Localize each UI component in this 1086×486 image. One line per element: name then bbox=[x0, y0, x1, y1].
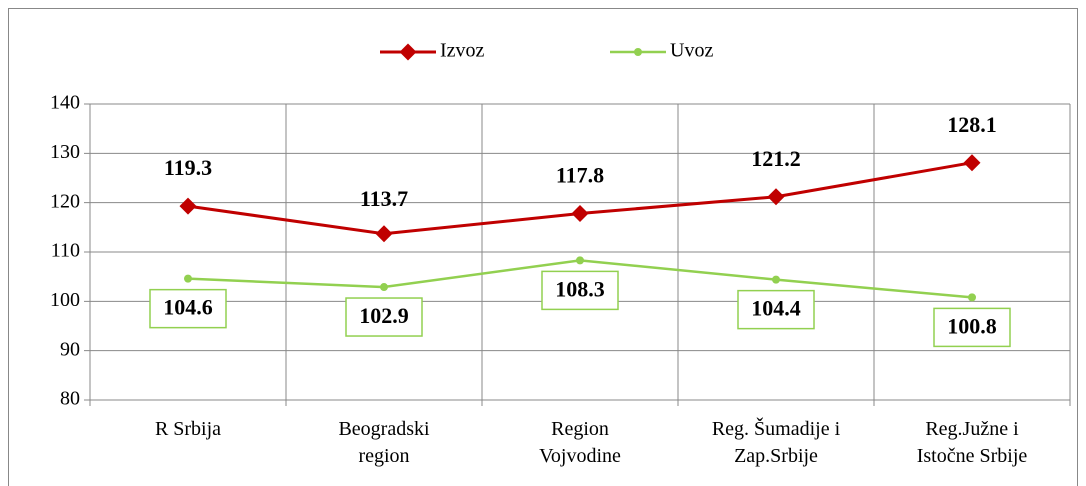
data-label: 102.9 bbox=[359, 303, 409, 328]
legend-label: Izvoz bbox=[440, 40, 485, 62]
data-label: 113.7 bbox=[360, 186, 408, 211]
marker bbox=[767, 188, 785, 206]
marker bbox=[772, 275, 780, 284]
x-tick-label: R Srbija bbox=[155, 418, 221, 440]
y-tick-label: 120 bbox=[50, 190, 80, 212]
y-tick-label: 110 bbox=[51, 240, 80, 262]
x-tick-label: Region Vojvodine bbox=[539, 418, 621, 467]
data-label: 128.1 bbox=[947, 112, 997, 137]
y-tick-label: 80 bbox=[60, 388, 80, 410]
data-label: 121.2 bbox=[751, 146, 801, 171]
data-label-box bbox=[345, 297, 423, 337]
x-tick-label: Beogradski region bbox=[338, 418, 430, 467]
y-tick-label: 130 bbox=[50, 141, 80, 163]
data-label-box bbox=[933, 307, 1011, 348]
marker bbox=[380, 283, 388, 292]
data-label-box bbox=[737, 289, 815, 330]
marker bbox=[968, 293, 976, 302]
y-tick-label: 100 bbox=[50, 289, 80, 311]
data-label: 104.6 bbox=[163, 295, 213, 320]
marker bbox=[184, 274, 192, 283]
data-label: 117.8 bbox=[556, 163, 604, 188]
data-label-box bbox=[149, 288, 227, 329]
marker bbox=[571, 205, 589, 223]
marker bbox=[576, 256, 584, 265]
chart-border bbox=[8, 8, 1078, 486]
data-label-box bbox=[541, 270, 619, 311]
data-label: 119.3 bbox=[164, 155, 212, 180]
data-label: 108.3 bbox=[555, 276, 605, 301]
x-tick-label: Reg. Šumadije i Zap.Srbije bbox=[712, 416, 841, 467]
y-tick-label: 90 bbox=[60, 338, 80, 360]
marker bbox=[375, 225, 393, 243]
legend-marker bbox=[399, 43, 417, 61]
marker bbox=[179, 197, 197, 215]
legend-label: Uvoz bbox=[670, 40, 713, 62]
x-tick-label: Reg.Južne i Istočne Srbije bbox=[917, 418, 1028, 467]
data-label: 100.8 bbox=[947, 313, 997, 338]
y-tick-label: 140 bbox=[50, 92, 80, 114]
marker bbox=[963, 154, 981, 172]
legend-marker bbox=[634, 48, 642, 56]
data-label: 104.4 bbox=[751, 296, 801, 321]
